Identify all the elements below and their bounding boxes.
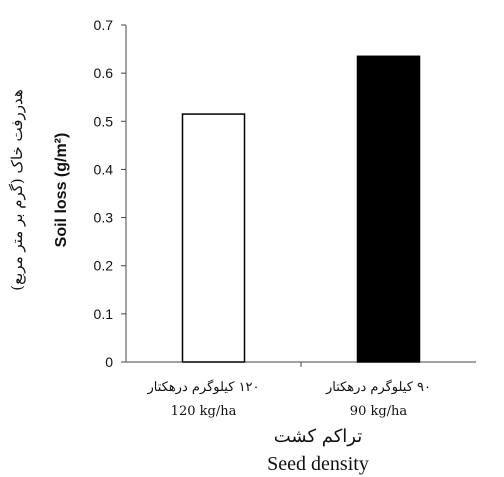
y-tick-label: 0.2 [94,258,114,274]
bar [356,55,421,363]
x-category-label-english: 90 kg/ha [350,404,408,419]
x-axis-label-english: Seed density [267,453,369,475]
y-tick-label: 0.1 [94,306,114,322]
x-category: ۹۰ کیلوگرم درهکتار 90 kg/ha [325,379,431,419]
bars [181,55,421,363]
y-axis-label-persian: هدررفت خاک (گرم بر متر مربع) [8,89,26,291]
x-axis-label-persian: تراکم کشت [274,426,363,447]
y-tick-label: 0 [105,354,113,370]
x-category-label-persian: ۹۰ کیلوگرم درهکتار [325,379,431,395]
x-category: ۱۲۰ کیلوگرم درهکتار 120 kg/ha [146,379,259,419]
y-ticks: 0 0.1 0.2 0.3 0.4 0.5 0.6 0.7 [94,17,126,370]
y-tick-label: 0.5 [94,113,114,129]
x-category-label-persian: ۱۲۰ کیلوگرم درهکتار [146,379,259,395]
y-tick-label: 0.6 [94,65,114,81]
y-tick-label: 0.4 [94,161,114,177]
bar [181,113,246,363]
x-category-label-english: 120 kg/ha [171,404,237,419]
y-tick-label: 0.7 [94,17,114,33]
y-tick-label: 0.3 [94,210,114,226]
axes [125,25,476,367]
x-category-labels: ۱۲۰ کیلوگرم درهکتار 120 kg/ha ۹۰ کیلوگرم د… [146,379,431,419]
y-axis-label-english: Soil loss (g/m²) [53,133,70,248]
